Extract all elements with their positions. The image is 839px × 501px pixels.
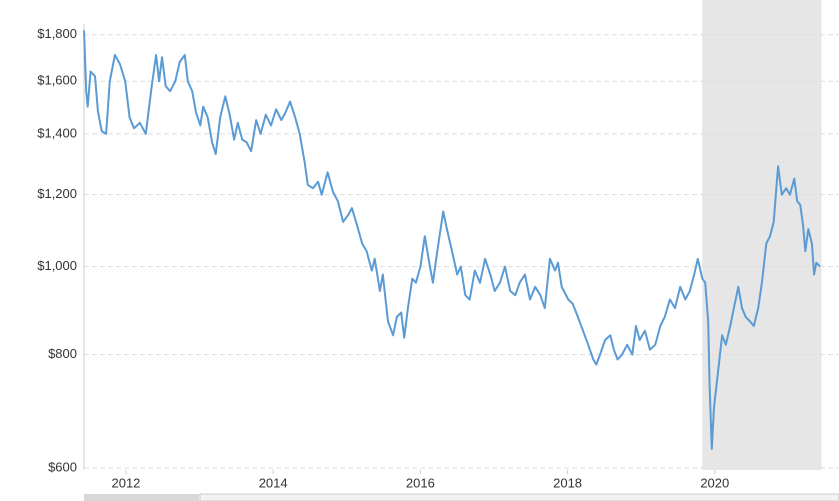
navigator-track (199, 493, 839, 501)
y-tick-label: $1,800 (37, 26, 77, 41)
price-line (83, 30, 821, 450)
y-tick-label: $1,000 (37, 258, 77, 273)
y-tick-label: $1,400 (37, 125, 77, 140)
shaded-region (702, 0, 822, 470)
x-tick-label: 2016 (406, 475, 435, 490)
y-tick-label: $800 (48, 346, 77, 361)
x-tick-label: 2018 (553, 475, 582, 490)
x-tick-label: 2020 (700, 475, 729, 490)
navigator-bar (84, 494, 199, 501)
y-tick-label: $1,600 (37, 73, 77, 88)
x-tick-label: 2014 (259, 475, 288, 490)
y-tick-label: $1,200 (37, 186, 77, 201)
y-tick-label: $600 (48, 459, 77, 474)
x-tick-label: 2012 (111, 475, 140, 490)
